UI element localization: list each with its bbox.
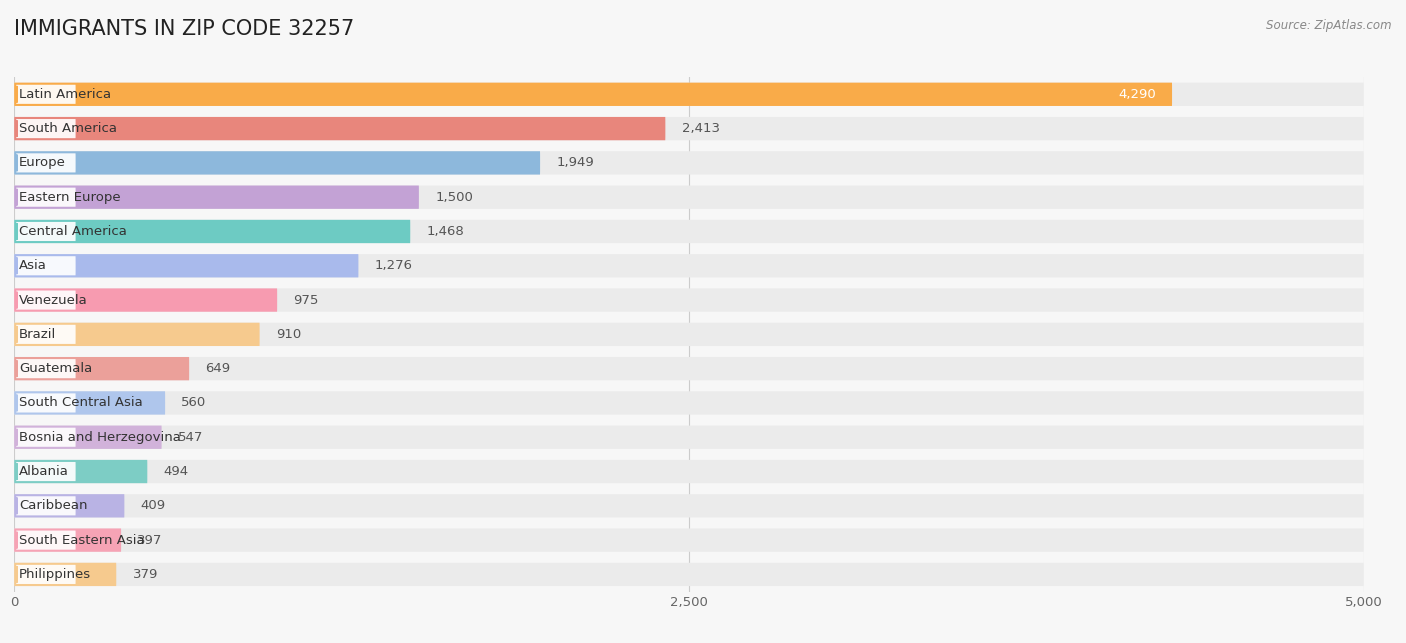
FancyBboxPatch shape: [14, 254, 359, 277]
Text: Caribbean: Caribbean: [20, 500, 87, 512]
FancyBboxPatch shape: [17, 530, 76, 550]
Text: 975: 975: [294, 294, 319, 307]
Text: 1,276: 1,276: [375, 259, 413, 272]
FancyBboxPatch shape: [17, 119, 76, 138]
FancyBboxPatch shape: [14, 186, 419, 209]
Text: Source: ZipAtlas.com: Source: ZipAtlas.com: [1267, 19, 1392, 32]
Text: 494: 494: [163, 465, 188, 478]
FancyBboxPatch shape: [17, 85, 76, 104]
FancyBboxPatch shape: [17, 394, 76, 413]
FancyBboxPatch shape: [14, 460, 1364, 483]
Text: Asia: Asia: [20, 259, 46, 272]
Text: IMMIGRANTS IN ZIP CODE 32257: IMMIGRANTS IN ZIP CODE 32257: [14, 19, 354, 39]
FancyBboxPatch shape: [14, 426, 162, 449]
Text: 379: 379: [132, 568, 157, 581]
FancyBboxPatch shape: [14, 151, 540, 174]
FancyBboxPatch shape: [17, 291, 76, 310]
FancyBboxPatch shape: [14, 323, 1364, 346]
Text: 910: 910: [276, 328, 301, 341]
Text: Europe: Europe: [20, 156, 66, 169]
FancyBboxPatch shape: [14, 289, 277, 312]
Text: Venezuela: Venezuela: [20, 294, 87, 307]
FancyBboxPatch shape: [14, 151, 1364, 174]
FancyBboxPatch shape: [17, 188, 76, 207]
FancyBboxPatch shape: [14, 563, 1364, 586]
FancyBboxPatch shape: [14, 494, 124, 518]
FancyBboxPatch shape: [14, 117, 665, 140]
FancyBboxPatch shape: [14, 563, 117, 586]
Text: 649: 649: [205, 362, 231, 375]
FancyBboxPatch shape: [14, 357, 1364, 380]
FancyBboxPatch shape: [14, 529, 121, 552]
Text: Eastern Europe: Eastern Europe: [20, 191, 121, 204]
Text: Guatemala: Guatemala: [20, 362, 93, 375]
Text: Bosnia and Herzegovina: Bosnia and Herzegovina: [20, 431, 181, 444]
FancyBboxPatch shape: [14, 220, 1364, 243]
FancyBboxPatch shape: [17, 496, 76, 516]
FancyBboxPatch shape: [14, 392, 165, 415]
Text: South Central Asia: South Central Asia: [20, 397, 143, 410]
FancyBboxPatch shape: [14, 357, 190, 380]
Text: 1,949: 1,949: [557, 156, 595, 169]
FancyBboxPatch shape: [14, 220, 411, 243]
Text: Central America: Central America: [20, 225, 127, 238]
Text: Philippines: Philippines: [20, 568, 91, 581]
Text: 560: 560: [181, 397, 207, 410]
FancyBboxPatch shape: [17, 256, 76, 275]
Text: Brazil: Brazil: [20, 328, 56, 341]
Text: 409: 409: [141, 500, 166, 512]
FancyBboxPatch shape: [17, 222, 76, 241]
FancyBboxPatch shape: [14, 323, 260, 346]
FancyBboxPatch shape: [14, 254, 1364, 277]
FancyBboxPatch shape: [17, 428, 76, 447]
Text: 2,413: 2,413: [682, 122, 720, 135]
FancyBboxPatch shape: [17, 153, 76, 172]
Text: South America: South America: [20, 122, 117, 135]
FancyBboxPatch shape: [17, 325, 76, 344]
Text: Latin America: Latin America: [20, 88, 111, 101]
FancyBboxPatch shape: [14, 460, 148, 483]
FancyBboxPatch shape: [17, 359, 76, 378]
FancyBboxPatch shape: [14, 117, 1364, 140]
FancyBboxPatch shape: [14, 83, 1364, 106]
Text: 397: 397: [138, 534, 163, 547]
FancyBboxPatch shape: [14, 494, 1364, 518]
FancyBboxPatch shape: [17, 462, 76, 481]
Text: 1,500: 1,500: [436, 191, 472, 204]
FancyBboxPatch shape: [14, 186, 1364, 209]
FancyBboxPatch shape: [14, 289, 1364, 312]
FancyBboxPatch shape: [14, 426, 1364, 449]
FancyBboxPatch shape: [14, 83, 1173, 106]
FancyBboxPatch shape: [14, 392, 1364, 415]
Text: Albania: Albania: [20, 465, 69, 478]
FancyBboxPatch shape: [17, 565, 76, 584]
Text: South Eastern Asia: South Eastern Asia: [20, 534, 145, 547]
Text: 4,290: 4,290: [1118, 88, 1156, 101]
Text: 1,468: 1,468: [426, 225, 464, 238]
FancyBboxPatch shape: [14, 529, 1364, 552]
Text: 547: 547: [179, 431, 204, 444]
